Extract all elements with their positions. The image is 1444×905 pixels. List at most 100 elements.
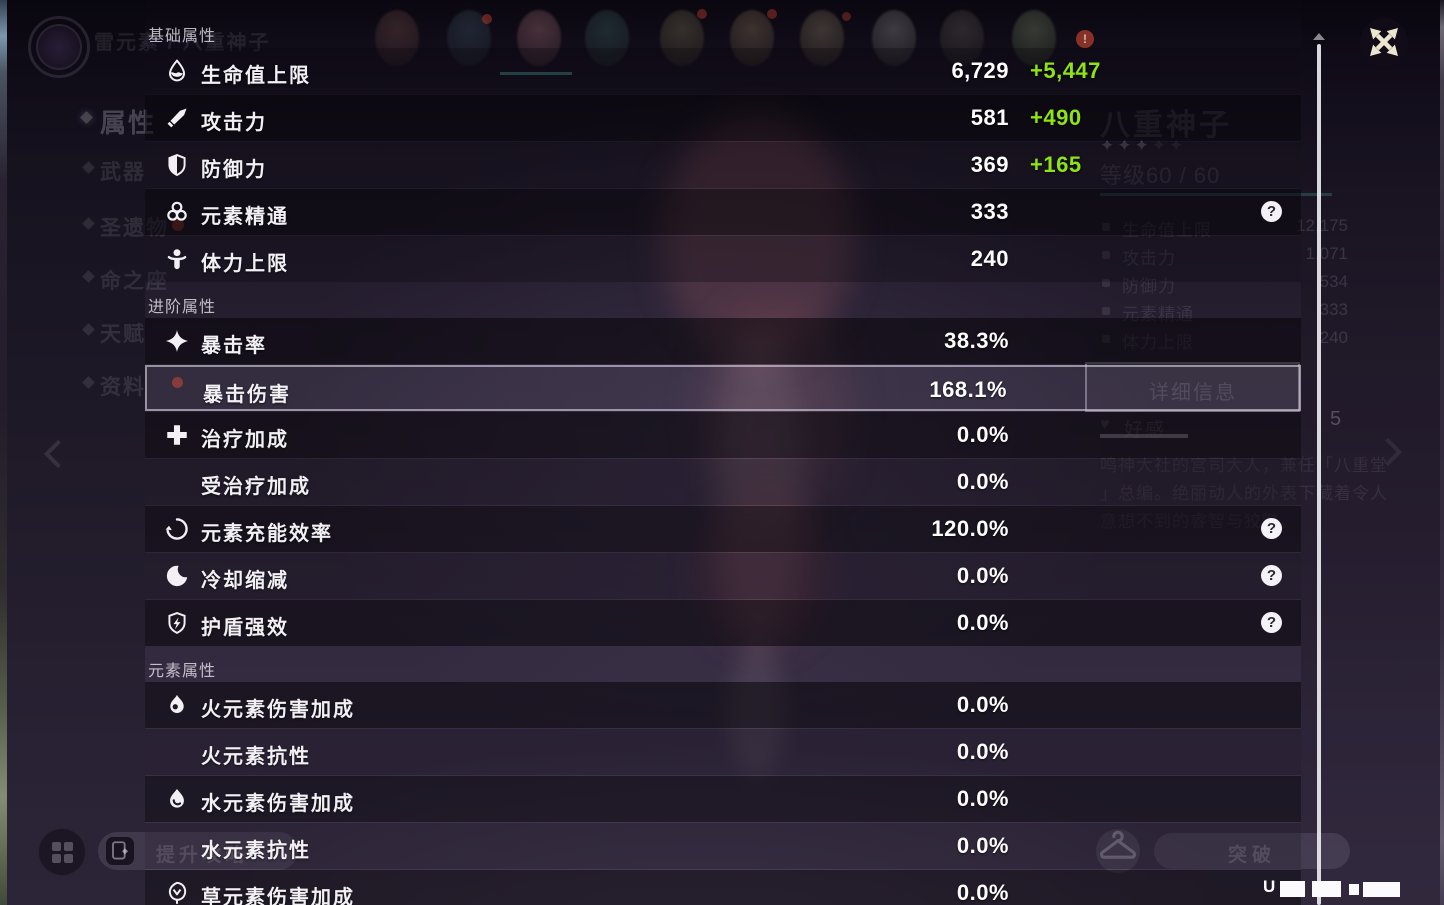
stat-value: 0.0% xyxy=(956,692,1009,717)
card-attr-value: 240 xyxy=(1319,328,1348,347)
chevron-left-icon[interactable] xyxy=(43,439,73,469)
roster-avatar[interactable] xyxy=(940,10,984,66)
notification-badge xyxy=(842,12,851,21)
character-body-silhouette xyxy=(716,330,804,650)
stat-label: 受治疗加成 xyxy=(201,476,311,498)
screen-edge-left xyxy=(0,0,7,905)
censor-block xyxy=(1349,884,1359,895)
stat-row-attack[interactable]: 攻击力 581 +490 xyxy=(145,95,1301,141)
grid-icon xyxy=(64,842,73,851)
help-icon[interactable]: ? xyxy=(1261,612,1282,633)
stat-label: 火元素抗性 xyxy=(201,746,311,768)
close-button[interactable] xyxy=(1360,18,1408,66)
party-setup-button[interactable] xyxy=(38,828,86,876)
defense-icon xyxy=(164,152,190,178)
roster-avatar-selected[interactable] xyxy=(517,10,561,66)
dendro-icon xyxy=(164,880,190,905)
stat-row-cooldown-reduction[interactable]: 冷却缩减 0.0% ? xyxy=(145,553,1301,599)
card-attr-value: 333 xyxy=(1319,300,1348,319)
selected-avatar-underline xyxy=(500,72,572,75)
stat-label: 暴击率 xyxy=(201,335,267,357)
stat-row-hp[interactable]: 生命值上限 6,729 +5,447 xyxy=(145,48,1301,94)
roster-avatar[interactable] xyxy=(447,10,491,66)
sidebar-item-constellation[interactable]: 命之座 xyxy=(100,270,169,293)
censor-block xyxy=(1363,882,1400,897)
stat-label: 护盾强效 xyxy=(201,617,289,639)
roster-avatar[interactable] xyxy=(730,10,774,66)
stat-value: 0.0% xyxy=(956,422,1009,447)
nav-diamond-icon xyxy=(82,376,95,389)
section-title-elemental: 元素属性 xyxy=(148,663,217,680)
stat-row-healing-bonus[interactable]: 治疗加成 0.0% xyxy=(145,412,1301,458)
hydro-icon xyxy=(164,786,190,812)
dressing-room-button[interactable] xyxy=(1096,829,1140,873)
stat-value: 168.1% xyxy=(929,377,1007,402)
character-level: 等级60 / 60 xyxy=(1100,163,1221,188)
enhancement-guide-label: 提升攻略 xyxy=(156,845,249,866)
card-attr-label: 防御力 xyxy=(1122,277,1176,296)
help-icon[interactable]: ? xyxy=(1261,201,1282,222)
roster-avatar[interactable] xyxy=(375,10,419,66)
scrollbar-up-arrow[interactable] xyxy=(1313,33,1325,40)
ascend-label: 突破 xyxy=(1227,845,1276,866)
notification-badge xyxy=(697,9,707,19)
stat-row-stamina[interactable]: 体力上限 240 xyxy=(145,236,1301,282)
stat-value: 0.0% xyxy=(956,880,1009,905)
description-line: 鸣神大社的宫司大人，兼任「八重堂 xyxy=(1100,456,1388,475)
stat-row-energy-recharge[interactable]: 元素充能效率 120.0% ? xyxy=(145,506,1301,552)
attack-icon xyxy=(164,105,190,131)
breadcrumb: 雷元素 / 八重神子 xyxy=(94,32,271,54)
uid-text: U xyxy=(1263,877,1276,896)
stat-row-mastery[interactable]: 元素精通 333 ? xyxy=(145,189,1301,235)
stat-label: 火元素伤害加成 xyxy=(201,699,355,721)
stat-row-shield-strength[interactable]: 护盾强效 0.0% ? xyxy=(145,600,1301,646)
stat-row-pyro-dmg[interactable]: 火元素伤害加成 0.0% xyxy=(145,682,1301,728)
roster-avatar[interactable] xyxy=(800,10,844,66)
grid-icon xyxy=(52,854,61,863)
stat-row-incoming-healing[interactable]: 受治疗加成 0.0% xyxy=(145,459,1301,505)
enhancement-guide-button[interactable]: 提升攻略 xyxy=(98,832,298,870)
card-attr-value: 534 xyxy=(1319,272,1348,291)
roster-avatar[interactable] xyxy=(1012,10,1056,66)
stat-label: 防御力 xyxy=(201,159,267,181)
sidebar-item-talents[interactable]: 天赋 xyxy=(100,323,146,346)
roster-avatar[interactable] xyxy=(872,10,916,66)
help-icon[interactable]: ? xyxy=(1261,518,1282,539)
element-emblem-icon xyxy=(28,16,90,78)
healing-icon xyxy=(164,422,190,448)
stat-label: 治疗加成 xyxy=(201,429,289,451)
card-attr-value: 1,071 xyxy=(1305,244,1348,263)
crit-rate-icon xyxy=(164,328,190,354)
grid-icon xyxy=(64,854,73,863)
right-shade xyxy=(1301,0,1444,905)
stat-label: 体力上限 xyxy=(201,253,289,275)
stat-value: 0.0% xyxy=(956,739,1009,764)
stat-row-dendro-dmg[interactable]: 草元素伤害加成 0.0% xyxy=(145,870,1301,905)
stat-row-hydro-dmg[interactable]: 水元素伤害加成 0.0% xyxy=(145,776,1301,822)
sidebar-item-weapon[interactable]: 武器 xyxy=(100,161,146,184)
notification-badge xyxy=(767,9,777,19)
scrollbar-thumb[interactable] xyxy=(1317,44,1321,905)
help-icon[interactable]: ? xyxy=(1261,565,1282,586)
nav-diamond-icon xyxy=(82,161,95,174)
stat-row-pyro-res[interactable]: 火元素抗性 0.0% xyxy=(145,729,1301,775)
stat-label: 草元素伤害加成 xyxy=(201,887,355,905)
stat-row-crit-rate[interactable]: 暴击率 38.3% xyxy=(145,318,1301,364)
stat-row-crit-damage-selected[interactable]: 暴击伤害 168.1% xyxy=(145,365,1301,411)
stat-value: 0.0% xyxy=(956,833,1009,858)
stat-label: 元素充能效率 xyxy=(201,523,333,545)
profile-badge xyxy=(172,377,183,388)
roster-avatar[interactable] xyxy=(660,10,704,66)
roster-avatar[interactable] xyxy=(585,10,629,66)
stat-value: 333 xyxy=(970,199,1009,224)
shield-str-icon xyxy=(164,610,190,636)
stat-row-hydro-res[interactable]: 水元素抗性 0.0% xyxy=(145,823,1301,869)
stat-bullet-icon xyxy=(1102,279,1110,287)
stat-row-defense[interactable]: 防御力 369 +165 xyxy=(145,142,1301,188)
mastery-icon xyxy=(164,199,190,225)
sidebar-item-profile[interactable]: 资料 xyxy=(100,376,146,399)
exclamation-badge: ! xyxy=(1076,30,1094,48)
stat-value: 6,729 xyxy=(951,58,1009,83)
